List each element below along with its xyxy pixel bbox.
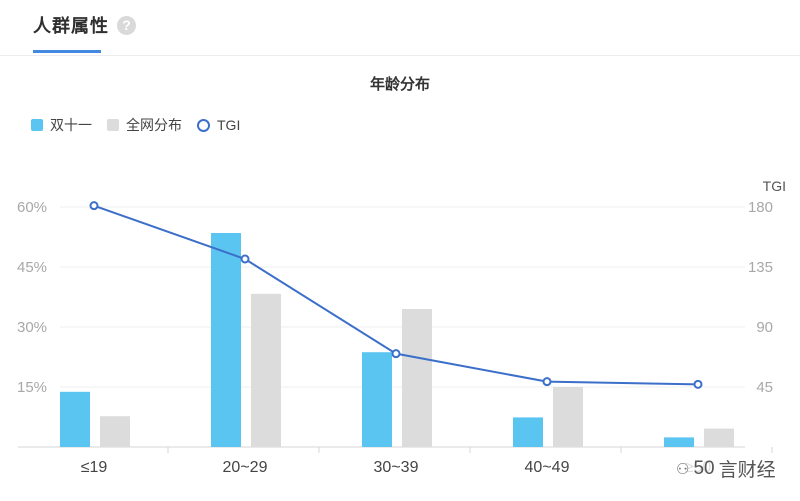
- tab-crowd-attributes[interactable]: 人群属性 ?: [33, 12, 136, 38]
- legend-marker-tgi: [197, 118, 210, 132]
- bar-double-eleven: [60, 391, 90, 447]
- y-right-tick-label: 135: [748, 259, 773, 276]
- y-left-tick-label: 60%: [17, 199, 47, 216]
- bar-double-eleven: [362, 352, 392, 447]
- bar-whole-network: [402, 309, 432, 447]
- bar-double-eleven: [513, 417, 543, 447]
- y-right-axis-label: TGI: [763, 178, 786, 194]
- tab-underline: [33, 50, 101, 53]
- legend-label-whole-network: 全网分布: [126, 117, 182, 133]
- x-axis-tick-label: 30~39: [374, 459, 419, 476]
- y-right-tick-label: 180: [748, 199, 773, 216]
- tab-bar: 人群属性 ?: [0, 0, 800, 56]
- y-right-tick-label: 90: [756, 319, 773, 336]
- tgi-point: [240, 254, 250, 264]
- y-right-tick-label: 45: [756, 379, 773, 396]
- watermark-text: 言财经: [718, 460, 776, 481]
- legend-swatch-double-eleven: [31, 119, 43, 131]
- x-axis-tick-label: 20~29: [223, 459, 268, 476]
- tab-label: 人群属性: [33, 16, 109, 36]
- bar-whole-network: [704, 428, 734, 447]
- watermark-digits: 50: [693, 457, 715, 479]
- chart-title: 年龄分布: [369, 76, 430, 93]
- legend-label-tgi: TGI: [217, 117, 241, 133]
- legend: 双十一 全网分布 TGI: [31, 115, 240, 135]
- y-left-tick-label: 30%: [17, 319, 47, 336]
- tgi-point: [391, 349, 401, 359]
- legend-item-double-eleven[interactable]: 双十一: [31, 115, 92, 135]
- legend-item-tgi[interactable]: TGI: [197, 117, 240, 133]
- y-left-tick-label: 15%: [17, 379, 47, 396]
- help-icon[interactable]: ?: [117, 15, 136, 35]
- tgi-point: [542, 377, 552, 387]
- watermark: ⚇ 50 言财经: [672, 454, 780, 483]
- legend-label-double-eleven: 双十一: [50, 117, 92, 133]
- bar-whole-network: [251, 293, 281, 447]
- bar-whole-network: [553, 387, 583, 447]
- x-axis-tick-label: ≤19: [81, 459, 108, 476]
- legend-item-whole-network[interactable]: 全网分布: [107, 115, 182, 135]
- x-axis-tick-label: 40~49: [525, 459, 570, 476]
- tgi-point: [89, 201, 99, 211]
- y-left-tick-label: 45%: [17, 259, 47, 276]
- bar-double-eleven: [211, 233, 241, 447]
- bar-whole-network: [100, 416, 130, 447]
- tgi-point: [693, 379, 703, 389]
- legend-swatch-whole-network: [107, 119, 119, 131]
- bar-double-eleven: [664, 437, 694, 447]
- wechat-icon: ⚇: [676, 460, 690, 478]
